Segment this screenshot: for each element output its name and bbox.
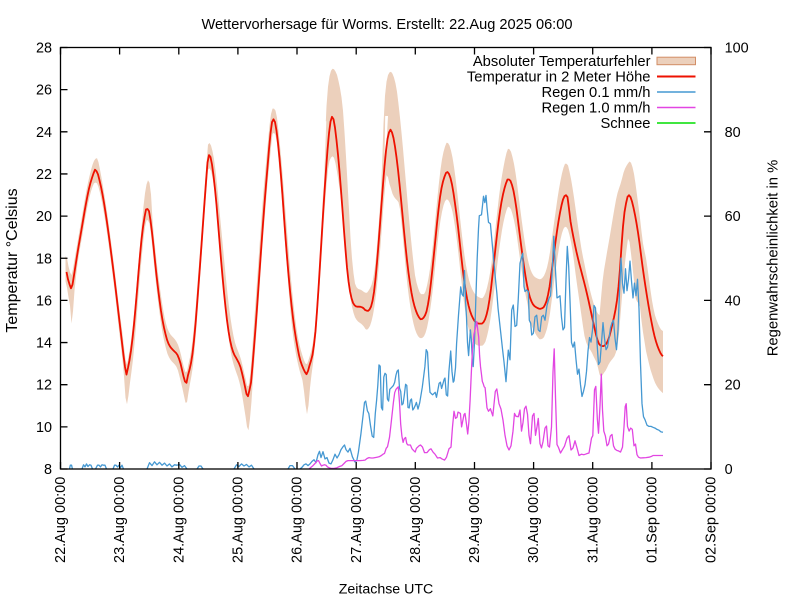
svg-text:Temperatur in 2 Meter Höhe: Temperatur in 2 Meter Höhe xyxy=(467,70,651,86)
svg-text:8: 8 xyxy=(44,462,52,478)
svg-text:02.Sep 00:00: 02.Sep 00:00 xyxy=(704,477,720,563)
svg-text:18: 18 xyxy=(36,251,52,267)
svg-text:100: 100 xyxy=(725,41,749,57)
svg-text:24: 24 xyxy=(36,125,52,141)
svg-text:01.Sep 00:00: 01.Sep 00:00 xyxy=(645,477,661,563)
svg-text:60: 60 xyxy=(725,209,741,225)
svg-text:28.Aug 00:00: 28.Aug 00:00 xyxy=(408,477,424,563)
svg-text:80: 80 xyxy=(725,125,741,141)
svg-text:22.Aug 00:00: 22.Aug 00:00 xyxy=(53,477,69,563)
svg-text:28: 28 xyxy=(36,41,52,57)
svg-text:22: 22 xyxy=(36,167,52,183)
svg-text:Regen 0.1 mm/h: Regen 0.1 mm/h xyxy=(541,85,650,101)
svg-text:12: 12 xyxy=(36,378,52,394)
svg-text:20: 20 xyxy=(725,378,741,394)
svg-text:27.Aug 00:00: 27.Aug 00:00 xyxy=(349,477,365,563)
svg-text:16: 16 xyxy=(36,293,52,309)
svg-text:14: 14 xyxy=(36,336,52,352)
svg-text:Regen 1.0 mm/h: Regen 1.0 mm/h xyxy=(541,101,650,117)
svg-text:40: 40 xyxy=(725,293,741,309)
svg-text:Wettervorhersage für Worms. Er: Wettervorhersage für Worms. Erstellt: 22… xyxy=(202,17,573,33)
svg-text:24.Aug 00:00: 24.Aug 00:00 xyxy=(171,477,187,563)
svg-text:Zeitachse UTC: Zeitachse UTC xyxy=(339,582,434,598)
svg-text:26: 26 xyxy=(36,83,52,99)
svg-text:29.Aug 00:00: 29.Aug 00:00 xyxy=(467,477,483,563)
svg-text:Regenwahrscheinlichkeit in %: Regenwahrscheinlichkeit in % xyxy=(766,160,782,357)
svg-text:10: 10 xyxy=(36,420,52,436)
svg-text:20: 20 xyxy=(36,209,52,225)
svg-text:25.Aug 00:00: 25.Aug 00:00 xyxy=(231,477,247,563)
svg-text:Schnee: Schnee xyxy=(600,116,650,132)
svg-text:23.Aug 00:00: 23.Aug 00:00 xyxy=(112,477,128,563)
svg-text:Absoluter Temperaturfehler: Absoluter Temperaturfehler xyxy=(473,54,651,70)
svg-text:26.Aug 00:00: 26.Aug 00:00 xyxy=(290,477,306,563)
svg-text:Temperatur °Celsius: Temperatur °Celsius xyxy=(4,188,21,332)
svg-text:31.Aug 00:00: 31.Aug 00:00 xyxy=(585,477,601,563)
svg-text:30.Aug 00:00: 30.Aug 00:00 xyxy=(526,477,542,563)
svg-text:0: 0 xyxy=(725,462,733,478)
